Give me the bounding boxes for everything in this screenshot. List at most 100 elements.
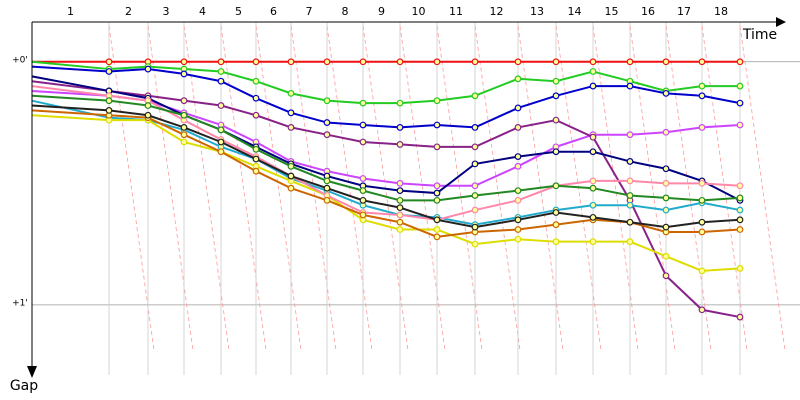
- series-point: [662, 165, 670, 173]
- series-point: [396, 196, 404, 204]
- series-point: [433, 182, 441, 190]
- series-point: [252, 155, 260, 163]
- series-point: [736, 82, 744, 90]
- series-point: [287, 89, 295, 97]
- lap-label: 3: [163, 5, 170, 18]
- series-point: [514, 124, 522, 131]
- lap-label: 14: [568, 5, 582, 18]
- lap-label: 11: [449, 5, 463, 18]
- series-point: [433, 189, 441, 197]
- series-point: [323, 119, 331, 126]
- series-point: [514, 235, 522, 243]
- series-point: [396, 58, 404, 66]
- lap-dash-line: [739, 25, 786, 351]
- series-point: [252, 145, 260, 153]
- series-point: [698, 92, 706, 100]
- series-point: [626, 82, 634, 90]
- series-point: [396, 226, 404, 233]
- series-point: [552, 238, 560, 246]
- series-point: [514, 162, 522, 170]
- series-point: [736, 58, 744, 66]
- series-point: [217, 68, 225, 75]
- series-point: [105, 106, 113, 114]
- series-point: [662, 252, 670, 260]
- series-point: [359, 58, 367, 66]
- series-point: [698, 58, 706, 66]
- series-point: [287, 172, 295, 180]
- series-point: [217, 102, 225, 109]
- lap-label: 4: [199, 5, 206, 18]
- lap-dash-line: [220, 25, 267, 351]
- series-point: [323, 177, 331, 185]
- x-axis-label: Time: [742, 27, 777, 43]
- lap-dash-line: [436, 25, 483, 351]
- x-axis-arrow: [776, 17, 786, 27]
- series-point: [471, 58, 479, 66]
- series-point: [589, 68, 597, 75]
- series-point: [662, 206, 670, 214]
- series-point: [514, 226, 522, 233]
- lap-dash-line: [399, 25, 446, 351]
- series-point: [662, 58, 670, 66]
- series-point: [471, 240, 479, 248]
- series-point: [736, 226, 744, 233]
- series-point: [589, 238, 597, 246]
- lap-dash-line: [474, 25, 521, 351]
- series-point: [736, 206, 744, 214]
- series-point: [252, 111, 260, 119]
- series-point: [180, 124, 188, 131]
- series-point: [514, 187, 522, 195]
- series-point: [252, 94, 260, 102]
- series-point: [180, 131, 188, 139]
- series-point: [252, 167, 260, 175]
- series-point: [662, 89, 670, 97]
- series-point: [736, 99, 744, 107]
- series-point: [626, 58, 634, 66]
- series-point: [217, 148, 225, 156]
- y-axis-label: Gap: [10, 378, 38, 394]
- series-point: [589, 58, 597, 66]
- series-point: [180, 70, 188, 78]
- series-point: [662, 128, 670, 136]
- series-point: [552, 221, 560, 229]
- lap-label: 15: [605, 5, 619, 18]
- series-point: [471, 182, 479, 190]
- series-point: [514, 75, 522, 83]
- series-point: [736, 121, 744, 129]
- series-point: [144, 111, 152, 119]
- series-point: [287, 162, 295, 170]
- series-point: [180, 97, 188, 105]
- series-point: [433, 121, 441, 129]
- series-point: [514, 58, 522, 66]
- grid: [32, 22, 800, 375]
- series-point: [552, 77, 560, 85]
- series-point: [589, 213, 597, 221]
- series-point: [662, 272, 670, 280]
- series-point: [433, 216, 441, 224]
- lap-label: 10: [412, 5, 426, 18]
- series-point: [736, 265, 744, 272]
- series-point: [323, 196, 331, 204]
- series-point: [396, 124, 404, 131]
- series-point: [698, 82, 706, 90]
- series-point: [217, 126, 225, 134]
- series-point: [626, 177, 634, 185]
- series-point: [471, 143, 479, 151]
- lap-label: 8: [342, 5, 349, 18]
- series-point: [252, 58, 260, 66]
- series-point: [287, 184, 295, 192]
- series-point: [396, 218, 404, 226]
- series-point: [698, 179, 706, 187]
- series-point: [144, 102, 152, 109]
- series-point: [323, 184, 331, 192]
- series-point: [144, 65, 152, 73]
- lap-label: 2: [125, 5, 132, 18]
- series-point: [626, 192, 634, 199]
- lap-label: 6: [270, 5, 277, 18]
- series-point: [626, 238, 634, 246]
- series-point: [662, 194, 670, 202]
- series-point: [359, 121, 367, 129]
- series-point: [359, 211, 367, 219]
- lap-label: 16: [641, 5, 655, 18]
